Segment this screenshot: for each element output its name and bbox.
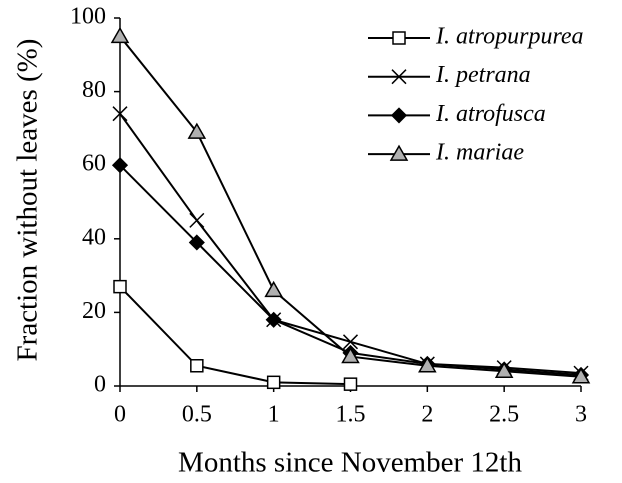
y-tick-label: 60 xyxy=(82,151,106,177)
x-tick-label: 1.5 xyxy=(336,402,366,428)
legend: I. atropurpurea I. petrana I. atrofusca I. … xyxy=(368,24,584,166)
series-line xyxy=(119,285,351,386)
x-tick-label: 2.5 xyxy=(489,402,519,428)
x-axis-title: Months since November 12th xyxy=(178,447,522,479)
y-tick-label: 0 xyxy=(94,372,106,398)
marker xyxy=(110,26,130,44)
y-axis-title: Fraction without leaves (%) xyxy=(12,39,44,362)
x-tick-label: 0.5 xyxy=(182,402,212,428)
marker xyxy=(392,31,406,45)
series-line xyxy=(119,164,582,376)
legend-text: I. atropurpurea xyxy=(435,24,584,50)
y-tick-label: 40 xyxy=(82,224,106,250)
x-tick-label: 0 xyxy=(114,402,126,428)
marker xyxy=(342,334,359,350)
legend-text: I. petrana xyxy=(435,62,531,88)
x-tick-label: 2 xyxy=(421,402,433,428)
marker xyxy=(341,347,360,364)
marker xyxy=(265,311,282,328)
marker xyxy=(391,69,407,85)
marker xyxy=(266,375,281,390)
marker xyxy=(111,157,129,174)
marker xyxy=(112,106,128,122)
legend-text: I. atrofusca xyxy=(435,101,546,127)
marker xyxy=(571,367,591,384)
marker xyxy=(494,361,514,379)
marker xyxy=(390,107,408,124)
y-tick-label: 80 xyxy=(82,77,106,103)
marker xyxy=(389,144,409,161)
marker xyxy=(343,377,358,391)
marker xyxy=(264,280,283,298)
marker xyxy=(187,122,207,139)
y-tick-label: 20 xyxy=(82,298,106,324)
marker xyxy=(188,234,205,251)
x-tick-label: 3 xyxy=(575,402,587,428)
marker xyxy=(189,212,205,228)
legend-text: I. mariae xyxy=(435,140,524,166)
x-tick-label: 1 xyxy=(268,402,280,428)
marker xyxy=(190,359,204,373)
marker xyxy=(418,356,437,373)
marker xyxy=(113,279,127,294)
y-tick-label: 100 xyxy=(70,4,106,30)
